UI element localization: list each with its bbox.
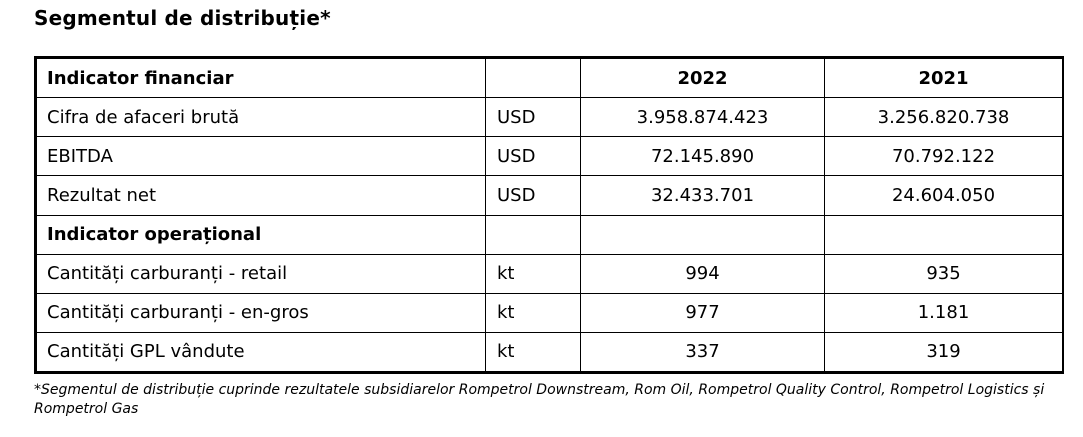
table-row: Rezultat net USD 32.433.701 24.604.050 (36, 175, 1063, 216)
section-title: Segmentul de distribuție* (34, 6, 331, 30)
row-value-2022: 3.958.874.423 (580, 97, 825, 138)
header-year-2022: 2022 (580, 57, 825, 99)
table-row: EBITDA USD 72.145.890 70.792.122 (36, 136, 1063, 177)
row-value-2021: 1.181 (824, 292, 1063, 333)
row-unit: kt (485, 292, 581, 333)
header-indicator-financiar: Indicator financiar (36, 57, 486, 99)
header-unit (485, 57, 581, 99)
row-unit: kt (485, 253, 581, 294)
row-label: Rezultat net (36, 175, 486, 216)
empty-cell (485, 214, 581, 255)
row-value-2021: 319 (824, 331, 1063, 373)
distribution-segment-table: Indicator financiar 2022 2021 Cifra de a… (36, 57, 1063, 373)
row-unit: USD (485, 175, 581, 216)
row-unit: kt (485, 331, 581, 373)
table-row: Cantități GPL vândute kt 337 319 (36, 331, 1063, 373)
row-value-2022: 337 (580, 331, 825, 373)
row-label: Cantități carburanți - en-gros (36, 292, 486, 333)
row-value-2022: 32.433.701 (580, 175, 825, 216)
footnote: *Segmentul de distribuție cuprinde rezul… (34, 382, 1045, 417)
row-unit: USD (485, 136, 581, 177)
table-row: Cantități carburanți - retail kt 994 935 (36, 253, 1063, 294)
operational-header-row: Indicator operațional (36, 214, 1063, 255)
row-label: Cantități GPL vândute (36, 331, 486, 373)
row-label: EBITDA (36, 136, 486, 177)
empty-cell (580, 214, 825, 255)
table-row: Cantități carburanți - en-gros kt 977 1.… (36, 292, 1063, 333)
row-value-2021: 24.604.050 (824, 175, 1063, 216)
table-header-row: Indicator financiar 2022 2021 (36, 57, 1063, 99)
row-label: Cantități carburanți - retail (36, 253, 486, 294)
row-value-2021: 3.256.820.738 (824, 97, 1063, 138)
row-value-2021: 70.792.122 (824, 136, 1063, 177)
table-outer-border (34, 56, 1064, 374)
table-row: Cifra de afaceri brută USD 3.958.874.423… (36, 97, 1063, 138)
row-value-2022: 72.145.890 (580, 136, 825, 177)
header-indicator-operational: Indicator operațional (36, 214, 486, 255)
row-value-2021: 935 (824, 253, 1063, 294)
row-unit: USD (485, 97, 581, 138)
row-value-2022: 994 (580, 253, 825, 294)
row-label: Cifra de afaceri brută (36, 97, 486, 138)
empty-cell (824, 214, 1063, 255)
row-value-2022: 977 (580, 292, 825, 333)
header-year-2021: 2021 (824, 57, 1063, 99)
